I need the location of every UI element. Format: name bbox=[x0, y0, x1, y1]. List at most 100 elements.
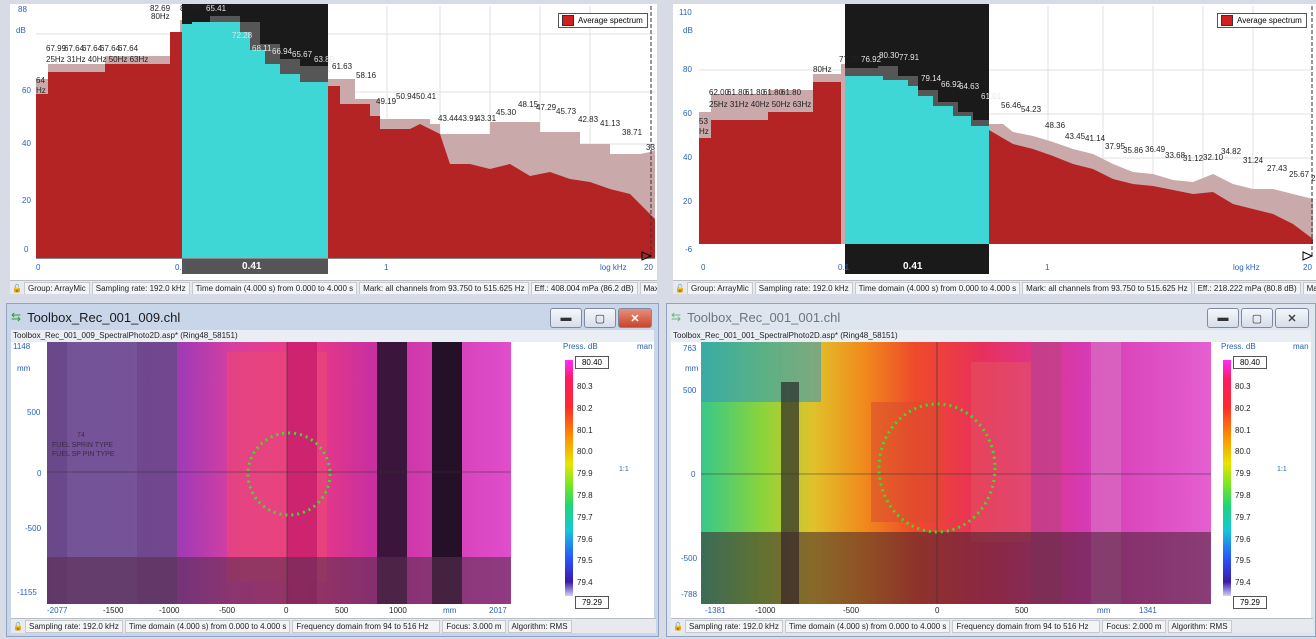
y-tick: -500 bbox=[25, 524, 42, 533]
x-tick: 1 bbox=[384, 263, 389, 272]
colorbar-tick: 80.2 bbox=[1235, 403, 1251, 413]
close-icon: ✕ bbox=[630, 312, 640, 325]
legend-swatch bbox=[1221, 15, 1233, 26]
minimize-icon: ▬ bbox=[560, 312, 572, 324]
x-tick: 500 bbox=[335, 606, 349, 615]
minimize-button[interactable]: ▬ bbox=[550, 308, 582, 328]
status-cell: Group: ArrayMic bbox=[23, 281, 90, 294]
x-tick: 1 bbox=[1045, 263, 1050, 272]
x-tick: 0 bbox=[935, 606, 940, 615]
status-bar-top-left: 🔓 Group: ArrayMic Sampling rate: 192.0 k… bbox=[10, 280, 657, 294]
maximize-button[interactable]: ▢ bbox=[584, 308, 616, 328]
y-tick: 20 bbox=[683, 197, 692, 206]
status-cell: Time domain (4.000 s) from 0.000 to 4.00… bbox=[191, 281, 358, 294]
status-cell: Sampling rate: 192.0 kHz bbox=[685, 619, 783, 633]
colorbar-tick: 79.9 bbox=[1235, 469, 1251, 479]
close-button[interactable]: ✕ bbox=[1275, 308, 1309, 328]
x-tick: 1341 bbox=[1139, 606, 1157, 615]
x-tick: -1500 bbox=[103, 606, 124, 615]
y-tick: -788 bbox=[681, 590, 698, 599]
spectrum-pane-right: Average spectrum dB 110 80 60 40 20 -6 0… bbox=[673, 4, 1316, 294]
y-unit: dB bbox=[683, 26, 693, 35]
arrow-icon: ⇆ bbox=[671, 310, 682, 324]
status-cell: Eff.: 408.004 mPa (86.2 dB) bbox=[530, 281, 638, 294]
maximize-button[interactable]: ▢ bbox=[1241, 308, 1273, 328]
y-tick: 20 bbox=[22, 196, 31, 205]
window-subtitle: Toolbox_Rec_001_009_SpectralPhoto2D.asp*… bbox=[11, 330, 654, 342]
status-cell: Sampling rate: 192.0 kHz bbox=[91, 281, 190, 294]
x-unit: mm bbox=[1097, 606, 1111, 615]
y-tick: 763 bbox=[683, 344, 697, 353]
colorbar-tick: 80.1 bbox=[577, 425, 593, 435]
window-right[interactable]: ⇆ Toolbox_Rec_001_001.chl ▬ ▢ ✕ Toolbox_… bbox=[666, 303, 1316, 637]
y-tick: 500 bbox=[27, 408, 41, 417]
y-unit: mm bbox=[17, 364, 31, 373]
minimize-button[interactable]: ▬ bbox=[1207, 308, 1239, 328]
colorbar-tick: 80.3 bbox=[1235, 382, 1251, 391]
selection-value: 0.41 bbox=[242, 261, 262, 272]
x-tick: -1381 bbox=[705, 606, 726, 615]
colorbar-tick: 80.2 bbox=[577, 403, 593, 413]
colorbar-max[interactable]: 80.40 bbox=[1233, 356, 1267, 369]
legend-average-spectrum[interactable]: Average spectrum bbox=[1217, 13, 1307, 28]
x-tick: 500 bbox=[1015, 606, 1029, 615]
lock-icon[interactable]: 🔓 bbox=[13, 621, 23, 631]
y-tick: 40 bbox=[22, 139, 31, 148]
titlebar-left[interactable]: ⇆ Toolbox_Rec_001_009.chl bbox=[7, 304, 658, 330]
window-title: Toolbox_Rec_001_009.chl bbox=[27, 309, 181, 325]
colorbar-tick: 79.7 bbox=[577, 512, 593, 522]
x-tick: 0.1 bbox=[175, 263, 187, 272]
colorbar-panel: Press. dB man 80.40 79.29 80.3 80.2 80.1 80… bbox=[1219, 342, 1311, 620]
colorbar-tick: 79.7 bbox=[1235, 512, 1251, 522]
colorbar-tick: 79.8 bbox=[577, 491, 593, 500]
window-left[interactable]: ⇆ Toolbox_Rec_001_009.chl ▬ ▢ ✕ Toolbox_… bbox=[6, 303, 659, 637]
legend-average-spectrum[interactable]: Average spectrum bbox=[558, 13, 648, 28]
scale-ratio: 1:1 bbox=[619, 466, 629, 473]
photo-panel-right: 763 mm 500 0 -500 -788 -1381 -1000 -500 … bbox=[671, 342, 1311, 620]
colorbar-unit: man bbox=[637, 342, 653, 351]
x-tick: 20 bbox=[644, 263, 653, 272]
colorbar-panel: Press. dB man 80.40 79.29 80.3 80.2 80.1 80… bbox=[561, 342, 654, 620]
status-bar-top-right: 🔓 Group: ArrayMic Sampling rate: 192.0 k… bbox=[673, 280, 1316, 294]
close-button[interactable]: ✕ bbox=[618, 308, 652, 328]
spectrum-chart-left[interactable] bbox=[10, 4, 657, 280]
status-cell: Focus: 2.000 m bbox=[1102, 619, 1166, 633]
photo-text: FUEL SP PIN TYPE bbox=[52, 451, 115, 458]
status-cell: Max: 4 bbox=[639, 281, 657, 294]
minimize-icon: ▬ bbox=[1217, 312, 1229, 324]
acoustic-photo-right[interactable] bbox=[701, 342, 1211, 604]
colorbar-tick: 80.0 bbox=[1235, 447, 1251, 457]
lock-icon[interactable]: 🔓 bbox=[12, 283, 22, 293]
band-label-hz: 53 Hz bbox=[699, 117, 709, 136]
photo-text: 74 bbox=[77, 432, 85, 439]
colorbar-min[interactable]: 79.29 bbox=[1233, 596, 1267, 609]
colorbar-tick: 79.9 bbox=[577, 469, 593, 479]
y-tick: 88 bbox=[18, 5, 27, 14]
titlebar-right[interactable]: ⇆ Toolbox_Rec_001_001.chl bbox=[667, 304, 1315, 330]
photo-text: FUEL SPRIN TYPE bbox=[52, 442, 113, 449]
colorbar-tick: 79.6 bbox=[577, 534, 593, 544]
colorbar-tick: 80.0 bbox=[577, 447, 593, 457]
lock-icon[interactable]: 🔓 bbox=[675, 283, 685, 293]
y-tick: 1148 bbox=[13, 342, 31, 351]
colorbar-min[interactable]: 79.29 bbox=[575, 596, 609, 609]
colorbar-max[interactable]: 80.40 bbox=[575, 356, 609, 369]
y-tick: 0 bbox=[691, 470, 696, 479]
y-tick: 60 bbox=[22, 86, 31, 95]
x-tick: 2017 bbox=[489, 606, 507, 615]
spectrum-chart-right[interactable] bbox=[673, 4, 1316, 280]
spectrum-pane-left: Average spectrum dB 88 60 40 20 0 0 0.1 … bbox=[10, 4, 657, 294]
y-unit: mm bbox=[685, 364, 699, 373]
acoustic-photo-left[interactable]: 74 FUEL SPRIN TYPE FUEL SP PIN TYPE bbox=[47, 342, 511, 604]
lock-icon[interactable]: 🔓 bbox=[673, 621, 683, 631]
band-label-80: 80Hz bbox=[151, 12, 170, 21]
x-tick: -2077 bbox=[47, 606, 68, 615]
colorbar[interactable] bbox=[1223, 360, 1231, 596]
colorbar[interactable] bbox=[565, 360, 573, 596]
y-tick: -500 bbox=[681, 554, 698, 563]
x-tick: -500 bbox=[843, 606, 860, 615]
close-icon: ✕ bbox=[1287, 312, 1297, 325]
colorbar-tick: 79.4 bbox=[1235, 578, 1251, 588]
y-tick: 500 bbox=[683, 386, 697, 395]
status-cell: Frequency domain from 94 to 516 Hz bbox=[952, 619, 1101, 633]
